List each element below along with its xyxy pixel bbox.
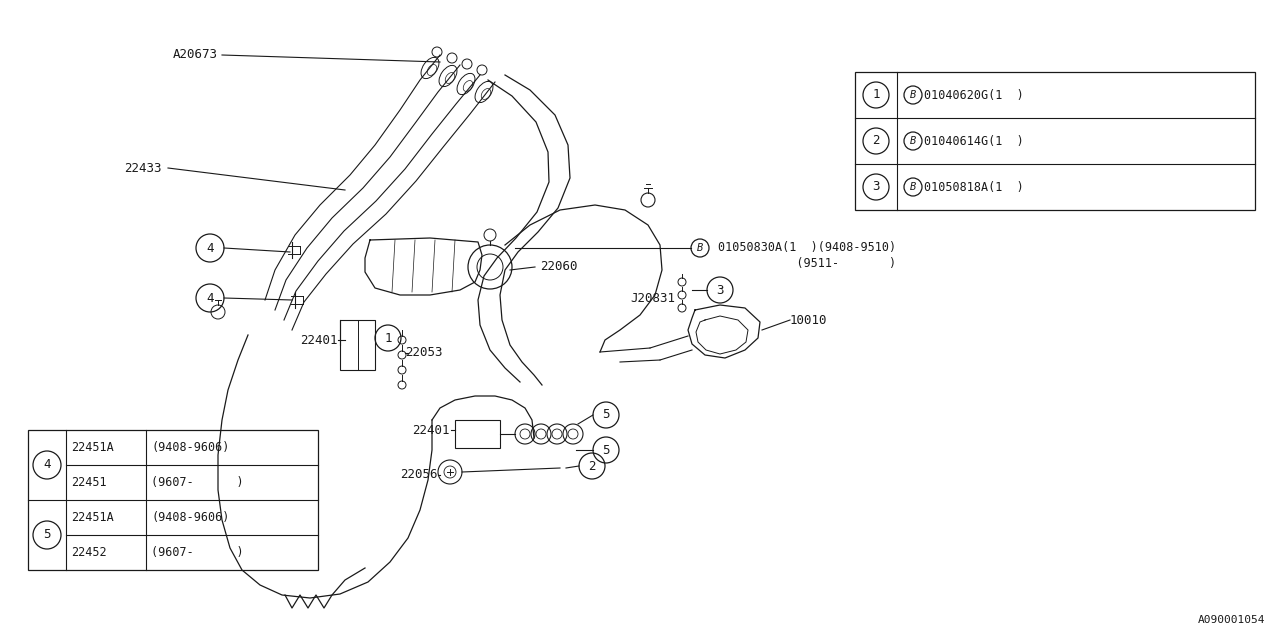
Bar xyxy=(340,320,375,370)
Text: 22060: 22060 xyxy=(540,260,577,273)
Text: 22401: 22401 xyxy=(301,333,338,346)
Text: 22452: 22452 xyxy=(70,546,106,559)
Text: 22401: 22401 xyxy=(412,424,451,436)
Text: 1: 1 xyxy=(872,88,879,102)
Bar xyxy=(454,420,500,448)
Text: 5: 5 xyxy=(44,529,51,541)
Text: (9408-9606): (9408-9606) xyxy=(151,511,229,524)
Text: 01040614G(1  ): 01040614G(1 ) xyxy=(924,134,1024,147)
Text: (9607-      ): (9607- ) xyxy=(151,546,243,559)
Text: B: B xyxy=(910,182,916,192)
Text: 22433: 22433 xyxy=(124,161,163,175)
Text: 3: 3 xyxy=(872,180,879,193)
Text: 22056: 22056 xyxy=(401,468,438,481)
Text: 5: 5 xyxy=(603,408,609,422)
Text: 5: 5 xyxy=(603,444,609,456)
Text: 2: 2 xyxy=(872,134,879,147)
Bar xyxy=(855,72,1254,210)
Text: (9511-       ): (9511- ) xyxy=(718,257,896,271)
Text: J20831: J20831 xyxy=(630,291,675,305)
Text: B: B xyxy=(910,90,916,100)
Text: 3: 3 xyxy=(717,284,723,296)
Text: (9607-      ): (9607- ) xyxy=(151,476,243,489)
Text: 22053: 22053 xyxy=(404,346,443,360)
Text: 4: 4 xyxy=(206,291,214,305)
Text: 01050818A(1  ): 01050818A(1 ) xyxy=(924,180,1024,193)
Text: (9408-9606): (9408-9606) xyxy=(151,441,229,454)
Text: 01040620G(1  ): 01040620G(1 ) xyxy=(924,88,1024,102)
Text: 1: 1 xyxy=(384,332,392,344)
Text: 4: 4 xyxy=(44,458,51,472)
Text: B: B xyxy=(910,136,916,146)
Text: 22451: 22451 xyxy=(70,476,106,489)
Text: A20673: A20673 xyxy=(173,49,218,61)
Text: B: B xyxy=(696,243,703,253)
Text: 22451A: 22451A xyxy=(70,511,114,524)
Text: 4: 4 xyxy=(206,241,214,255)
Text: 22451A: 22451A xyxy=(70,441,114,454)
Bar xyxy=(28,430,317,570)
Text: 01050830A(1  )(9408-9510): 01050830A(1 )(9408-9510) xyxy=(718,241,896,255)
Text: A090001054: A090001054 xyxy=(1198,615,1265,625)
Text: 10010: 10010 xyxy=(790,314,827,326)
Text: 2: 2 xyxy=(589,460,595,472)
